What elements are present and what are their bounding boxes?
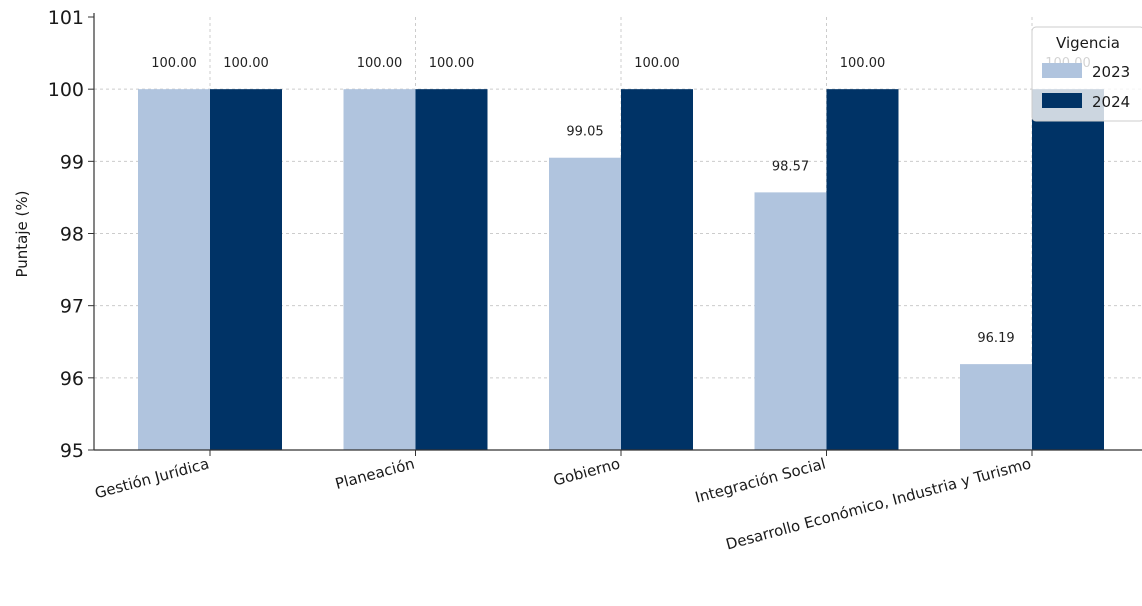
bar-2024-4 [1032,89,1104,451]
bar-2024-3 [826,89,899,451]
data-label-2024-3: 100.00 [840,56,886,71]
y-tick-label: 96 [60,368,84,390]
y-tick-label: 98 [60,224,84,246]
bars [138,89,1104,451]
data-label-2024-2: 100.00 [634,56,680,71]
x-tick-label: Planeación [333,454,416,492]
data-label-2023-3: 98.57 [772,159,809,174]
legend-label-2023: 2023 [1092,63,1130,81]
data-label-2023-4: 96.19 [977,331,1014,346]
y-tick-label: 95 [60,440,84,462]
bar-2024-0 [210,89,282,451]
y-tick-label: 100 [48,79,84,101]
x-tick-label: Integración Social [693,454,827,506]
bar-2023-2 [549,157,621,450]
bar-2023-4 [960,364,1032,450]
legend-title: Vigencia [1056,34,1120,52]
legend-swatch-2023 [1042,63,1082,78]
legend: Vigencia 2023 2024 [1031,26,1142,122]
bar-2023-3 [754,192,827,451]
data-label-2024-0: 100.00 [223,56,269,71]
legend-swatch-2024 [1042,93,1082,108]
bar-2023-1 [343,89,416,451]
x-tick-label: Gobierno [551,454,622,489]
data-label-2024-1: 100.00 [429,56,475,71]
x-tick-label: Gestión Jurídica [93,454,211,502]
legend-label-2024: 2024 [1092,93,1130,111]
bar-2024-1 [415,89,488,451]
data-label-2023-0: 100.00 [151,56,197,71]
bar-2023-0 [138,89,210,451]
data-label-2023-1: 100.00 [357,56,403,71]
y-tick-label: 101 [48,7,84,29]
y-tick-label: 99 [60,151,84,173]
bar-2024-2 [621,89,693,451]
y-tick-label: 97 [60,296,84,318]
y-axis-title: Puntaje (%) [13,191,31,278]
data-label-2023-2: 99.05 [566,125,603,140]
